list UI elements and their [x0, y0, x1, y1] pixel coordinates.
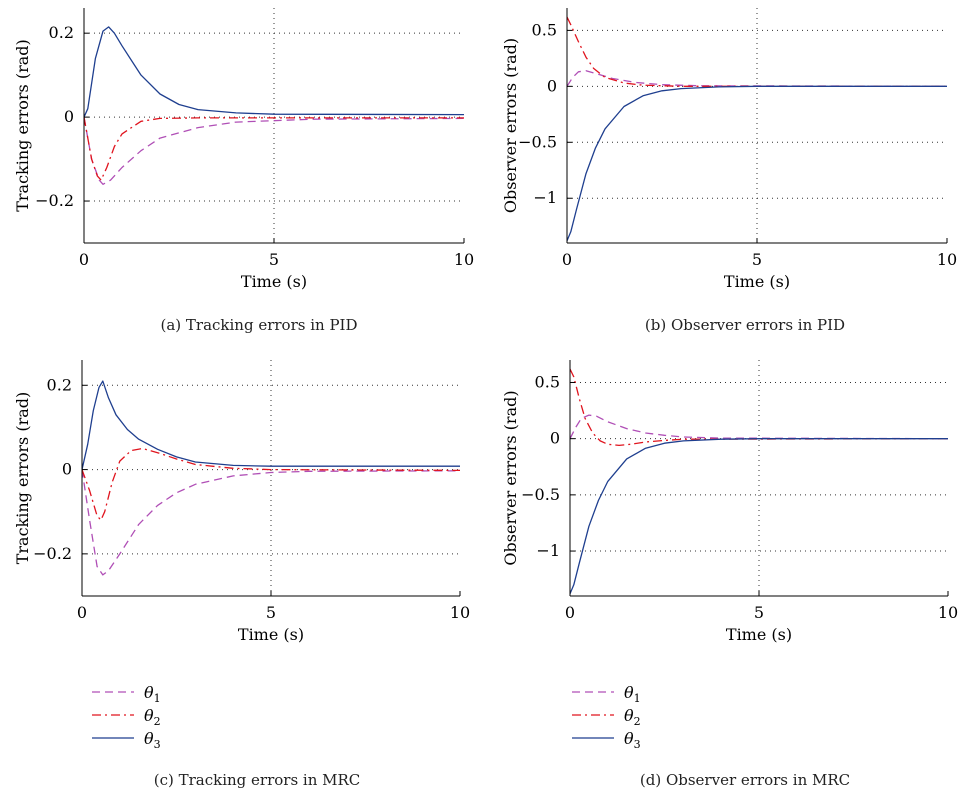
y-axis-label: Tracking errors (rad): [13, 392, 32, 565]
x-tick-label: 0: [79, 250, 89, 269]
panel-a: 0 5 10 0.2 0 −0.2 Time (s) Tracking errors (rad…: [13, 8, 474, 334]
series-line-theta2: [567, 16, 947, 87]
y-axis-label: Observer errors (rad): [501, 38, 520, 213]
legend-label-theta2: θ2: [144, 706, 161, 728]
y-tick-label: −0.5: [518, 132, 557, 151]
x-tick-label: 5: [754, 603, 764, 622]
x-tick-label: 5: [752, 250, 762, 269]
x-tick-label: 10: [938, 603, 958, 622]
series-line-theta3: [567, 85, 947, 242]
panel-caption: (b) Observer errors in PID: [645, 316, 845, 334]
legend-label-theta1: θ1: [624, 683, 641, 705]
y-tick-label: −1: [533, 188, 557, 207]
panel-caption: (d) Observer errors in MRC: [640, 771, 850, 789]
x-axis-label: Time (s): [241, 272, 307, 291]
x-tick-label: 0: [565, 603, 575, 622]
x-tick-label: 5: [266, 603, 276, 622]
y-axis-label: Observer errors (rad): [501, 390, 520, 565]
y-tick-label: 0: [547, 76, 557, 95]
legend-label-theta3: θ3: [144, 729, 161, 751]
x-axis-label: Time (s): [726, 625, 792, 644]
y-tick-label: −0.2: [35, 191, 74, 210]
y-tick-label: −1: [536, 541, 560, 560]
x-axis-label: Time (s): [238, 625, 304, 644]
y-tick-label: 0.5: [535, 372, 560, 391]
legend-label-theta1: θ1: [144, 683, 161, 705]
series-line-theta3: [570, 438, 948, 595]
y-tick-label: 0: [550, 429, 560, 448]
series-line-theta2: [82, 447, 460, 521]
x-tick-label: 10: [454, 250, 474, 269]
series-line-theta1: [567, 70, 947, 87]
x-tick-label: 10: [937, 250, 957, 269]
legend-label-theta2: θ2: [624, 706, 641, 728]
series-line-theta3: [84, 26, 464, 118]
panel-caption: (a) Tracking errors in PID: [160, 316, 357, 334]
panel-b: 0 5 10 0.5 0 −0.5 −1 Time (s) Observer errors (r…: [501, 8, 957, 334]
y-tick-label: 0: [64, 107, 74, 126]
y-tick-label: 0.2: [49, 23, 74, 42]
x-tick-label: 0: [562, 250, 572, 269]
series-line-theta1: [84, 116, 464, 185]
panel-d: 0 5 10 0.5 0 −0.5 −1 Time (s) Observer errors (r…: [501, 360, 958, 789]
x-axis-label: Time (s): [724, 272, 790, 291]
x-tick-label: 0: [77, 603, 87, 622]
series-line-theta1: [570, 414, 948, 440]
panel-caption: (c) Tracking errors in MRC: [154, 771, 361, 789]
legend-label-theta3: θ3: [624, 729, 641, 751]
series-line-theta1: [82, 469, 460, 576]
y-tick-label: −0.2: [33, 544, 72, 563]
panel-c: 0 5 10 0.2 0 −0.2 Time (s) Tracking errors (rad…: [13, 360, 470, 789]
y-axis-label: Tracking errors (rad): [13, 39, 32, 212]
y-tick-label: −0.5: [521, 485, 560, 504]
series-line-theta3: [82, 380, 460, 470]
y-tick-label: 0.2: [47, 375, 72, 394]
y-tick-label: 0: [62, 460, 72, 479]
x-tick-label: 10: [450, 603, 470, 622]
x-tick-label: 5: [269, 250, 279, 269]
series-line-theta2: [84, 116, 464, 181]
y-tick-label: 0.5: [532, 20, 557, 39]
